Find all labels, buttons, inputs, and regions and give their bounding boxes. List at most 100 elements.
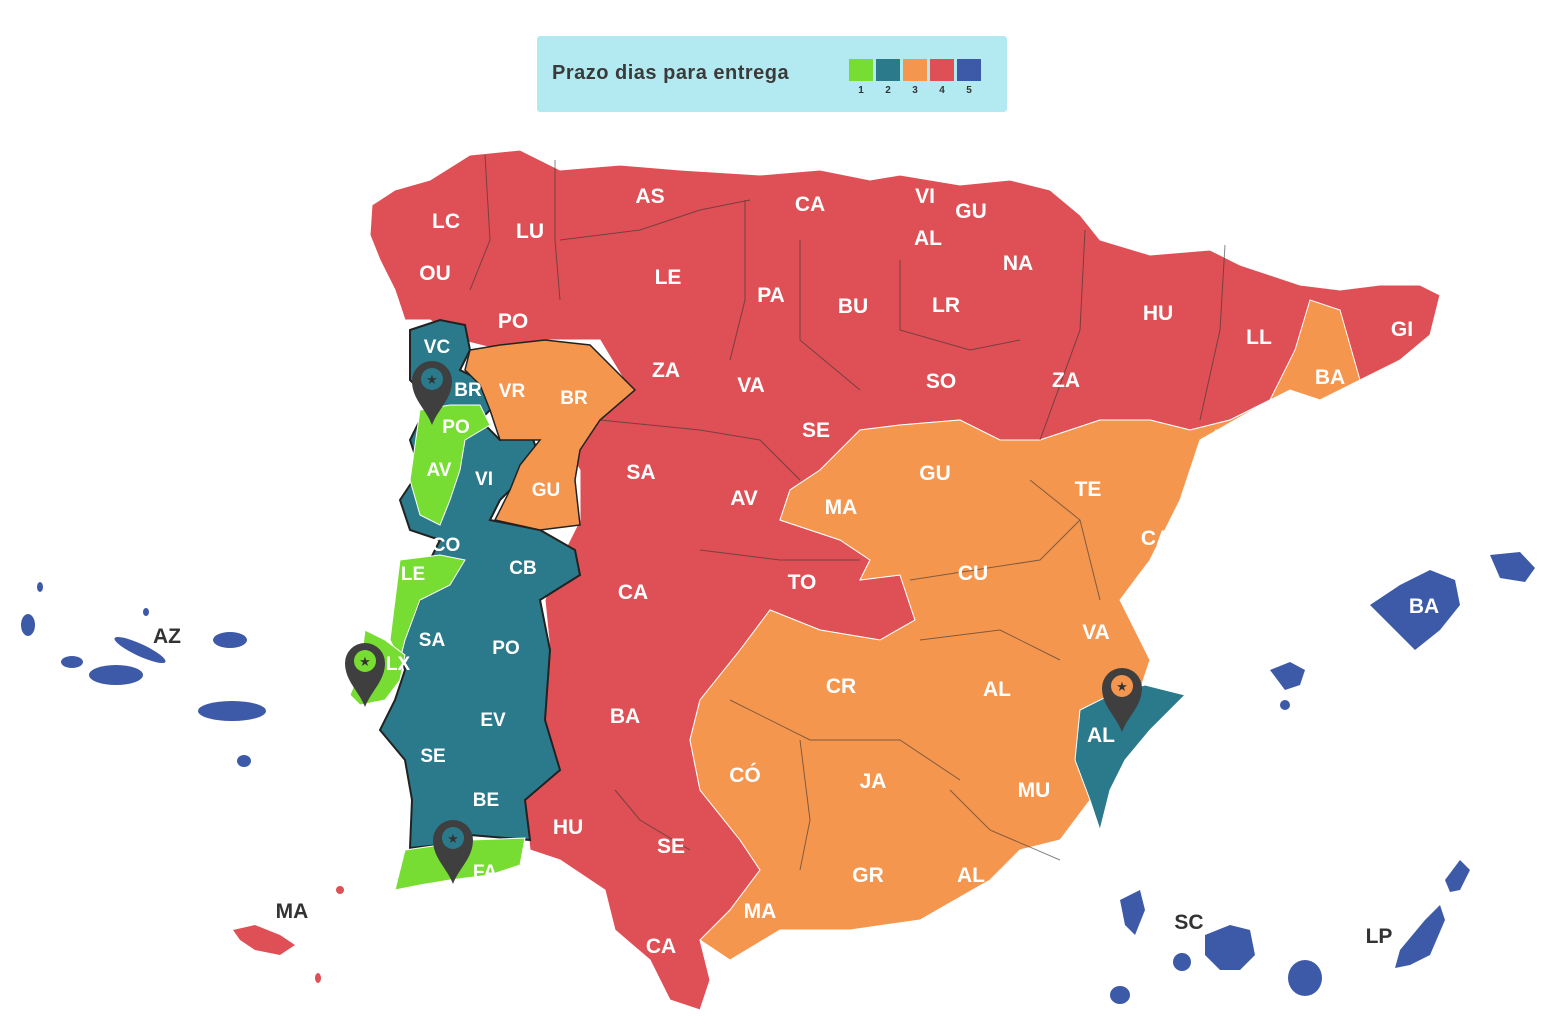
- label-ta: TA: [1215, 426, 1241, 449]
- pin-center: [421, 368, 443, 390]
- label-to: TO: [788, 571, 817, 594]
- label-ma-and: MA: [744, 900, 777, 923]
- pin-lisboa[interactable]: ★: [345, 643, 385, 707]
- label-al-val: AL: [1087, 724, 1115, 747]
- balearic-islands: [1270, 552, 1535, 710]
- label-lu: LU: [516, 220, 544, 243]
- label-vr: VR: [499, 381, 526, 402]
- label-as: AS: [635, 185, 664, 208]
- label-se-pt: SE: [420, 746, 445, 767]
- label-ma-mad: MA: [825, 496, 858, 519]
- label-se-cyl: SE: [802, 419, 830, 442]
- label-co-and: CÓ: [729, 763, 761, 787]
- label-hu-and: HU: [553, 816, 583, 839]
- pin-center: [354, 650, 376, 672]
- label-se-and: SE: [657, 835, 685, 858]
- portugal-green-porto: [409, 404, 491, 526]
- label-lc: LC: [432, 210, 460, 233]
- label-ca-val: CA: [1141, 527, 1171, 550]
- legend-label-4: 4: [939, 85, 945, 96]
- label-lp: LP: [1366, 925, 1393, 948]
- label-lx: LX: [386, 654, 411, 675]
- label-za-ar: ZA: [1052, 369, 1080, 392]
- label-gu-pt: GU: [532, 480, 561, 501]
- label-al-bask: AL: [914, 227, 942, 250]
- pin-porto[interactable]: ★: [412, 361, 452, 425]
- legend-item-5: 5: [957, 59, 981, 96]
- legend-item-3: 3: [903, 59, 927, 96]
- label-br-tm: BR: [560, 388, 588, 409]
- pin-faro[interactable]: ★: [433, 820, 473, 884]
- legend-label-5: 5: [966, 85, 972, 96]
- label-cr: CR: [826, 675, 856, 698]
- star-icon: ★: [359, 655, 371, 670]
- legend-swatch-3: [903, 59, 927, 81]
- pin-center: [442, 827, 464, 849]
- label-ca-cant: CA: [795, 193, 825, 216]
- label-gi: GI: [1391, 318, 1413, 341]
- label-mu: MU: [1018, 779, 1051, 802]
- label-be: BE: [473, 790, 499, 811]
- legend-label-1: 1: [858, 85, 864, 96]
- star-icon: ★: [447, 832, 459, 847]
- spain-orange-zone: [689, 299, 1361, 961]
- label-te: TE: [1075, 478, 1102, 501]
- pin-center: [1111, 675, 1133, 697]
- label-vi: VI: [915, 185, 935, 208]
- portugal-green-leiria: [389, 554, 466, 662]
- label-gu-bask: GU: [955, 200, 987, 223]
- legend-item-1: 1: [849, 59, 873, 96]
- label-so: SO: [926, 370, 956, 393]
- label-br-pt: BR: [454, 380, 482, 401]
- island-labels: AZ MA BA SC LP: [153, 595, 1439, 948]
- label-va-val: VA: [1082, 621, 1110, 644]
- pin-alicante[interactable]: ★: [1102, 668, 1142, 732]
- label-gu-clm: GU: [919, 462, 951, 485]
- star-icon: ★: [426, 373, 438, 388]
- label-pa: PA: [757, 284, 785, 307]
- label-co-pt: CO: [432, 535, 461, 556]
- legend-swatches: 1 2 3 4 5: [849, 59, 984, 96]
- label-ca-ext: CA: [618, 581, 648, 604]
- label-lr: LR: [932, 294, 960, 317]
- legend-item-2: 2: [876, 59, 900, 96]
- province-borders: [469, 154, 1226, 871]
- label-bu: BU: [838, 295, 868, 318]
- label-cu: CU: [958, 562, 988, 585]
- legend-swatch-5: [957, 59, 981, 81]
- label-ou: OU: [419, 262, 451, 285]
- label-ja: JA: [860, 770, 887, 793]
- azores-islands: [21, 582, 266, 767]
- label-ba-island: BA: [1409, 595, 1439, 618]
- canary-islands: [1110, 860, 1470, 1004]
- legend-swatch-2: [876, 59, 900, 81]
- label-ba-ext: BA: [610, 705, 640, 728]
- label-va-cyl: VA: [737, 374, 765, 397]
- label-cb: CB: [509, 558, 536, 579]
- region-labels: LC LU OU PO AS LE CA VI GU AL NA PA BU L…: [386, 185, 1413, 958]
- label-av-cyl: AV: [730, 487, 758, 510]
- label-hu-ar: HU: [1143, 302, 1173, 325]
- portugal-orange-zone: [464, 339, 637, 531]
- label-na: NA: [1003, 252, 1033, 275]
- label-ll: LL: [1246, 326, 1272, 349]
- label-al-and: AL: [957, 864, 985, 887]
- label-le-pt: LE: [401, 564, 425, 585]
- label-gr: GR: [852, 864, 884, 887]
- label-ma-island: MA: [276, 900, 309, 923]
- label-vc: VC: [424, 337, 451, 358]
- label-vi-pt: VI: [475, 469, 493, 490]
- label-az: AZ: [153, 625, 181, 648]
- label-av-pt: AV: [427, 460, 452, 481]
- label-ca-and: CA: [646, 935, 676, 958]
- label-po-pt: PO: [442, 417, 469, 438]
- label-ba-cat: BA: [1315, 366, 1345, 389]
- label-sa: SA: [626, 461, 655, 484]
- label-al-clm: AL: [983, 678, 1011, 701]
- legend-swatch-1: [849, 59, 873, 81]
- label-sc: SC: [1174, 911, 1203, 934]
- label-sa-pt: SA: [419, 630, 446, 651]
- legend-item-4: 4: [930, 59, 954, 96]
- label-za-cyl: ZA: [652, 359, 680, 382]
